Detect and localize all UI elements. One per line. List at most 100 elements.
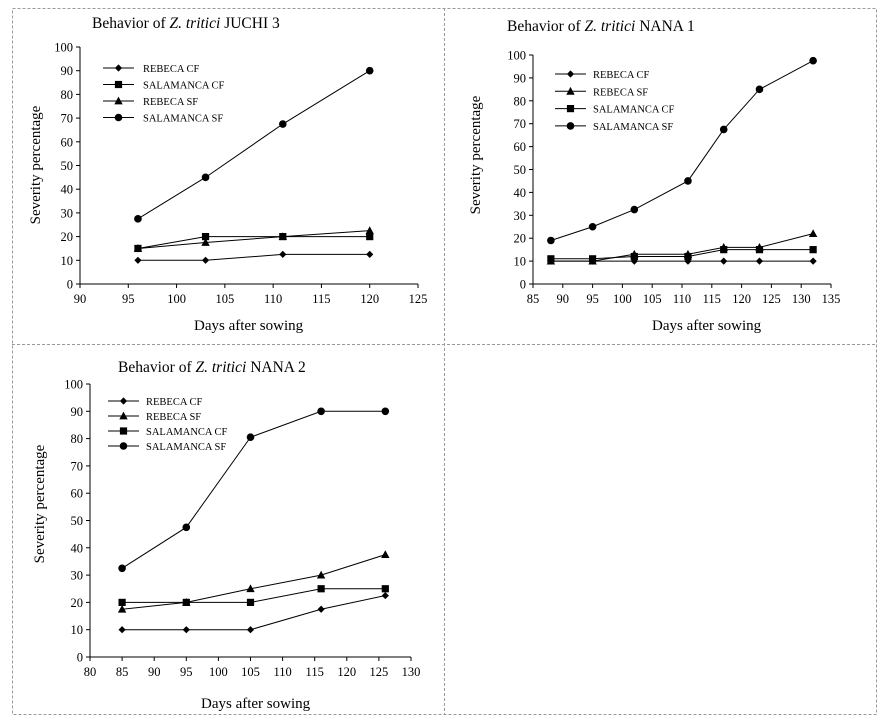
y-tick-label: 50 [514, 163, 527, 177]
x-tick-label: 80 [84, 665, 97, 679]
data-point-rebeca-cf [366, 250, 374, 258]
y-tick-label: 0 [77, 651, 83, 665]
chart-title-species: Z. tritici [584, 18, 635, 35]
data-point-rebeca-sf [808, 229, 818, 238]
series-salamanca-cf [134, 233, 374, 253]
y-tick-label: 10 [61, 254, 74, 268]
x-tick-label: 125 [370, 665, 389, 679]
data-point-rebeca-cf [684, 257, 692, 265]
legend-marker-salamanca-sf [119, 442, 128, 450]
x-tick-label: 125 [409, 292, 428, 306]
chart-title-prefix: Behavior of [92, 15, 169, 32]
x-axis-label: Days after sowing [652, 318, 762, 334]
legend-marker-rebeca-sf [119, 411, 128, 420]
y-tick-label: 30 [514, 209, 527, 223]
series-rebeca-cf [134, 250, 374, 264]
x-axis-label: Days after sowing [201, 696, 311, 712]
chart-title-species: Z. tritici [169, 15, 220, 32]
y-tick-label: 10 [71, 623, 84, 637]
y-tick-label: 80 [514, 94, 527, 108]
legend-label-rebeca-cf: REBECA CF [143, 64, 199, 75]
data-point-salamanca-cf [630, 252, 638, 261]
legend-label-rebeca-cf: REBECA CF [146, 397, 202, 408]
y-tick-label: 70 [61, 112, 74, 126]
series-line-salamanca-sf [550, 60, 814, 241]
legend-label-salamanca-sf: SALAMANCA SF [146, 442, 226, 453]
chart-title: Behavior of Z. tritici NANA 2 [118, 359, 306, 376]
data-point-salamanca-cf [547, 255, 555, 263]
data-point-salamanca-cf [809, 246, 817, 254]
x-tick-label: 115 [703, 292, 721, 306]
x-tick-label: 125 [762, 292, 781, 306]
data-point-salamanca-cf [684, 252, 692, 261]
legend-label-rebeca-sf: REBECA SF [143, 97, 198, 108]
series-line-salamanca-cf [137, 236, 370, 249]
data-point-salamanca-sf [279, 120, 287, 128]
legend-marker-salamanca-sf [114, 113, 123, 122]
data-point-rebeca-sf [133, 244, 143, 252]
data-point-salamanca-cf [201, 233, 210, 241]
data-point-rebeca-sf [278, 232, 287, 240]
y-tick-label: 60 [61, 135, 74, 149]
chart-title-prefix: Behavior of [118, 359, 195, 376]
y-tick-label: 20 [61, 230, 74, 244]
data-point-salamanca-sf [630, 205, 639, 214]
y-tick-label: 100 [64, 378, 83, 392]
y-tick-label: 80 [61, 88, 74, 102]
data-point-salamanca-sf [118, 564, 126, 573]
legend-label-rebeca-sf: REBECA SF [146, 412, 201, 423]
legend-label-salamanca-sf: SALAMANCA SF [143, 114, 223, 125]
legend-label-salamanca-cf: SALAMANCA CF [593, 105, 675, 116]
chart-juchi-3: Behavior of Z. tritici JUCHI 3 0 10 20 30 40 5… [28, 15, 427, 334]
data-point-rebeca-cf [317, 605, 325, 613]
y-tick-label: 90 [61, 64, 74, 78]
x-tick-label: 95 [586, 292, 599, 306]
legend-marker-rebeca-sf [114, 96, 123, 105]
x-tick-label: 115 [306, 665, 324, 679]
chart-legend: REBECA CF SALAMANCA CF REBECA SF SALAMANCA … [103, 64, 225, 125]
data-point-rebeca-cf [809, 257, 817, 265]
chart-nana-1: Behavior of Z. tritici NANA 1 0 10 20 30 40 50… [468, 18, 840, 334]
data-point-rebeca-cf [246, 626, 255, 634]
data-point-salamanca-cf [755, 246, 764, 254]
y-tick-label: 60 [514, 140, 527, 154]
legend-label-salamanca-cf: SALAMANCA CF [146, 427, 228, 438]
legend-marker-rebeca-cf [566, 70, 575, 78]
data-point-rebeca-cf [118, 626, 126, 634]
data-point-rebeca-cf [279, 250, 287, 258]
y-tick-label: 90 [71, 405, 84, 419]
series-line-salamanca-sf [137, 70, 370, 220]
legend-marker-salamanca-cf [114, 80, 123, 89]
legend-marker-salamanca-sf [566, 122, 575, 130]
data-point-rebeca-cf [630, 257, 638, 265]
y-tick-label: 50 [71, 514, 84, 528]
chart-legend: REBECA CF REBECA SF SALAMANCA CF SALAMANCA … [555, 70, 675, 133]
legend-label-salamanca-sf: SALAMANCA SF [593, 122, 673, 133]
x-tick-label: 130 [402, 665, 421, 679]
x-tick-label: 115 [312, 292, 330, 306]
data-point-salamanca-cf [720, 246, 728, 254]
chart-title-prefix: Behavior of [507, 18, 584, 35]
x-tick-label: 110 [673, 292, 691, 306]
chart-title-suffix: NANA 2 [246, 359, 305, 376]
y-tick-label: 40 [514, 186, 527, 200]
data-point-salamanca-cf [246, 598, 255, 606]
legend-label-rebeca-sf: REBECA SF [593, 87, 648, 98]
data-point-salamanca-sf [201, 173, 210, 182]
series-salamanca-cf [118, 585, 389, 606]
legend-marker-rebeca-sf [566, 86, 575, 95]
data-point-salamanca-sf [588, 222, 597, 231]
chart-title-suffix: NANA 1 [635, 18, 694, 35]
series-line-rebeca-sf [137, 230, 370, 249]
x-tick-label: 105 [643, 292, 662, 306]
y-axis-label: Severity percentage [32, 444, 48, 563]
data-point-rebeca-cf [381, 591, 389, 600]
data-point-salamanca-sf [134, 215, 142, 223]
series-salamanca-sf [134, 66, 374, 223]
legend-marker-salamanca-cf [119, 427, 128, 435]
data-point-rebeca-sf [246, 584, 255, 593]
y-tick-label: 100 [54, 41, 73, 55]
y-tick-label: 20 [71, 596, 84, 610]
data-point-salamanca-cf [317, 585, 325, 593]
